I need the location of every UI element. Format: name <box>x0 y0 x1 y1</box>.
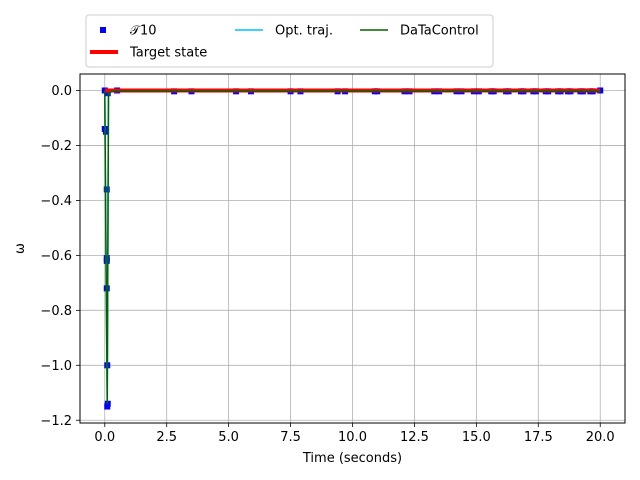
y-tick-label: −0.4 <box>40 194 72 209</box>
y-tick-label: −1.0 <box>40 359 72 374</box>
x-tick-label: 20.0 <box>586 430 615 445</box>
legend-label: Target state <box>129 46 207 61</box>
grid-lines <box>80 74 625 423</box>
series-line-datacontrol <box>104 90 601 404</box>
y-tick-label: −1.2 <box>40 414 72 429</box>
y-axis-label: ω <box>13 243 28 254</box>
x-tick-label: 15.0 <box>462 430 491 445</box>
x-tick-label: 12.5 <box>400 430 429 445</box>
legend-label: DaTaControl <box>400 24 479 39</box>
x-tick-label: 10.0 <box>338 430 367 445</box>
y-tick-label: −0.2 <box>40 139 72 154</box>
y-tick-label: 0.0 <box>51 84 72 99</box>
x-tick-label: 0.0 <box>94 430 115 445</box>
data-point <box>103 128 110 135</box>
legend-marker <box>100 27 106 33</box>
x-tick-label: 7.5 <box>280 430 301 445</box>
plot-area <box>101 87 604 410</box>
x-tick-label: 2.5 <box>156 430 177 445</box>
x-axis: 0.0 2.5 5.0 7.5 10.0 12.5 15.0 17.5 20.0 <box>94 423 615 445</box>
legend-box <box>85 14 494 68</box>
legend-label: Opt. traj. <box>275 24 333 39</box>
y-axis: 0.0 −0.2 −0.4 −0.6 −0.8 −1.0 −1.2 <box>40 84 80 429</box>
data-point <box>104 403 111 410</box>
x-tick-label: 5.0 <box>218 430 239 445</box>
data-point <box>103 186 110 193</box>
x-axis-label: Time (seconds) <box>302 451 402 466</box>
y-tick-label: −0.8 <box>40 304 72 319</box>
legend-label: 𝒯10 <box>130 24 157 39</box>
legend: 𝒯10 Target state Opt. traj. DaTaControl <box>85 14 494 68</box>
x-tick-label: 17.5 <box>524 430 553 445</box>
y-tick-label: −0.6 <box>40 249 72 264</box>
